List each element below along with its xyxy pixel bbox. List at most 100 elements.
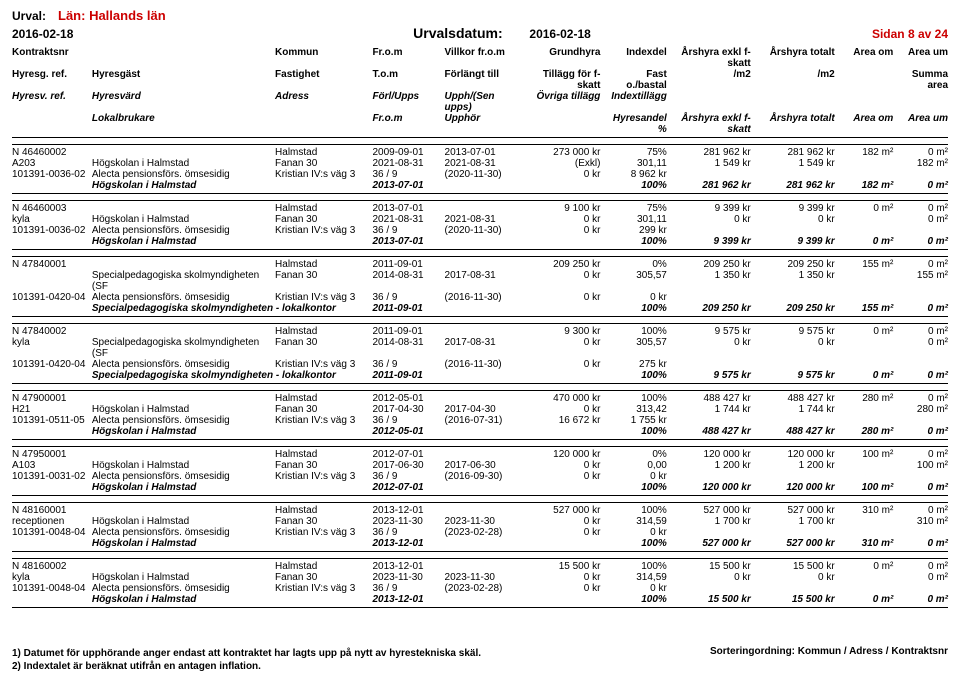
cell-c9: 9 575 kr (757, 326, 841, 337)
cell-c7: 0 kr (606, 527, 672, 538)
summary-cell-c11: 0 m² (899, 594, 948, 605)
cell-c5: (2020-11-30) (445, 225, 523, 236)
summary-cell-c11: 0 m² (899, 180, 948, 191)
cell-c11: 310 m² (899, 516, 948, 527)
cell-c5: (2023-02-28) (445, 527, 523, 538)
cell-c5: 2013-07-01 (445, 147, 523, 158)
cell-c7: 100% (606, 505, 672, 516)
cell-c11: 100 m² (899, 460, 948, 471)
summary-cell-c1 (12, 370, 92, 381)
h3-c8 (673, 91, 757, 113)
cell-c3: Kristian IV:s väg 3 (275, 415, 372, 426)
cell-c2: Alecta pensionsförs. ömsesidig (92, 583, 275, 594)
cell-c5: 2017-08-31 (445, 337, 523, 359)
contract-block: N 47840001Halmstad2011-09-01209 250 kr0%… (12, 256, 948, 317)
cell-c10: 280 m² (841, 393, 900, 404)
cell-c8: 1 350 kr (673, 270, 757, 292)
cell-c4: 36 / 9 (372, 169, 444, 180)
table-row: N 48160002Halmstad2013-12-0115 500 kr100… (12, 561, 948, 572)
lan-title: Län: Hallands län (58, 8, 166, 23)
cell-c6: 0 kr (522, 270, 606, 292)
page-number: Sidan 8 av 24 (872, 27, 948, 41)
cell-c8 (673, 292, 757, 303)
cell-c5: (2020-11-30) (445, 169, 523, 180)
cell-c10 (841, 337, 900, 359)
cell-c2 (92, 449, 275, 460)
cell-c4: 36 / 9 (372, 415, 444, 426)
cell-c8: 9 399 kr (673, 203, 757, 214)
cell-c1: N 47840002 (12, 326, 92, 337)
cell-c7: 100% (606, 393, 672, 404)
cell-c4: 2023-11-30 (372, 572, 444, 583)
cell-c10 (841, 527, 900, 538)
h3-c4: Förl/Upps (372, 91, 444, 113)
summary-cell-c4: 2013-07-01 (372, 180, 444, 191)
cell-c8: 281 962 kr (673, 147, 757, 158)
cell-c9: 15 500 kr (757, 561, 841, 572)
cell-c9 (757, 583, 841, 594)
urvalsdatum: 2016-02-18 (529, 27, 590, 41)
h-kontraktsnr: Kontraktsnr (12, 47, 92, 69)
summary-cell-c10: 310 m² (841, 538, 900, 549)
cell-c7: 0 kr (606, 471, 672, 482)
summary-cell-c2: Specialpedagogiska skolmyndigheten - lok… (92, 370, 373, 381)
cell-c4: 36 / 9 (372, 527, 444, 538)
cell-c3: Halmstad (275, 326, 372, 337)
cell-c8: 9 575 kr (673, 326, 757, 337)
h2-c11: Summa area (899, 69, 948, 91)
h3-c6: Övriga tillägg (522, 91, 606, 113)
cell-c10 (841, 359, 900, 370)
cell-c10 (841, 169, 900, 180)
summary-cell-c8: 281 962 kr (673, 180, 757, 191)
cell-c11 (899, 527, 948, 538)
cell-c5: (2016-07-31) (445, 415, 523, 426)
cell-c1: N 46460003 (12, 203, 92, 214)
cell-c11: 0 m² (899, 326, 948, 337)
h4-c2: Lokalbrukare (92, 113, 275, 135)
cell-c1: 101391-0048-04 (12, 583, 92, 594)
summary-cell-c7: 100% (606, 482, 672, 493)
cell-c1: H21 (12, 404, 92, 415)
summary-cell-c1 (12, 538, 92, 549)
summary-cell-c1 (12, 236, 92, 247)
cell-c8 (673, 415, 757, 426)
cell-c3: Halmstad (275, 505, 372, 516)
cell-c6: 0 kr (522, 214, 606, 225)
cell-c11 (899, 415, 948, 426)
cell-c1: 101391-0036-02 (12, 169, 92, 180)
cell-c6: 0 kr (522, 225, 606, 236)
summary-cell-c5 (445, 236, 523, 247)
cell-c9: 488 427 kr (757, 393, 841, 404)
summary-cell-c10: 280 m² (841, 426, 900, 437)
footer-notes: 1) Datumet för upphörande anger endast a… (12, 646, 481, 672)
cell-c5 (445, 449, 523, 460)
summary-cell-c10: 155 m² (841, 303, 900, 314)
summary-cell-c4: 2013-07-01 (372, 236, 444, 247)
cell-c6: 209 250 kr (522, 259, 606, 270)
cell-c1: N 47840001 (12, 259, 92, 270)
data-blocks: N 46460002Halmstad2009-09-012013-07-0127… (12, 144, 948, 608)
cell-c11: 0 m² (899, 203, 948, 214)
cell-c5: (2016-09-30) (445, 471, 523, 482)
summary-row: Specialpedagogiska skolmyndigheten - lok… (12, 303, 948, 314)
h2-c9: /m2 (757, 69, 841, 91)
footer: 1) Datumet för upphörande anger endast a… (12, 646, 948, 672)
cell-c6: 0 kr (522, 169, 606, 180)
h2-c6: Tillägg för f-skatt (522, 69, 606, 91)
cell-c1: N 48160002 (12, 561, 92, 572)
summary-cell-c1 (12, 594, 92, 605)
urvalsdatum-label: Urvalsdatum: (413, 25, 502, 41)
table-row: N 48160001Halmstad2013-12-01527 000 kr10… (12, 505, 948, 516)
cell-c9 (757, 169, 841, 180)
cell-c8: 15 500 kr (673, 561, 757, 572)
h3-c7: Indextillägg (606, 91, 672, 113)
summary-cell-c9: 281 962 kr (757, 180, 841, 191)
cell-c2 (92, 259, 275, 270)
table-row: N 47840001Halmstad2011-09-01209 250 kr0%… (12, 259, 948, 270)
table-row: N 47900001Halmstad2012-05-01470 000 kr10… (12, 393, 948, 404)
cell-c6: 0 kr (522, 471, 606, 482)
cell-c3: Halmstad (275, 449, 372, 460)
summary-row: Högskolan i Halmstad2013-07-01100%9 399 … (12, 236, 948, 247)
cell-c4: 36 / 9 (372, 471, 444, 482)
summary-cell-c1 (12, 303, 92, 314)
